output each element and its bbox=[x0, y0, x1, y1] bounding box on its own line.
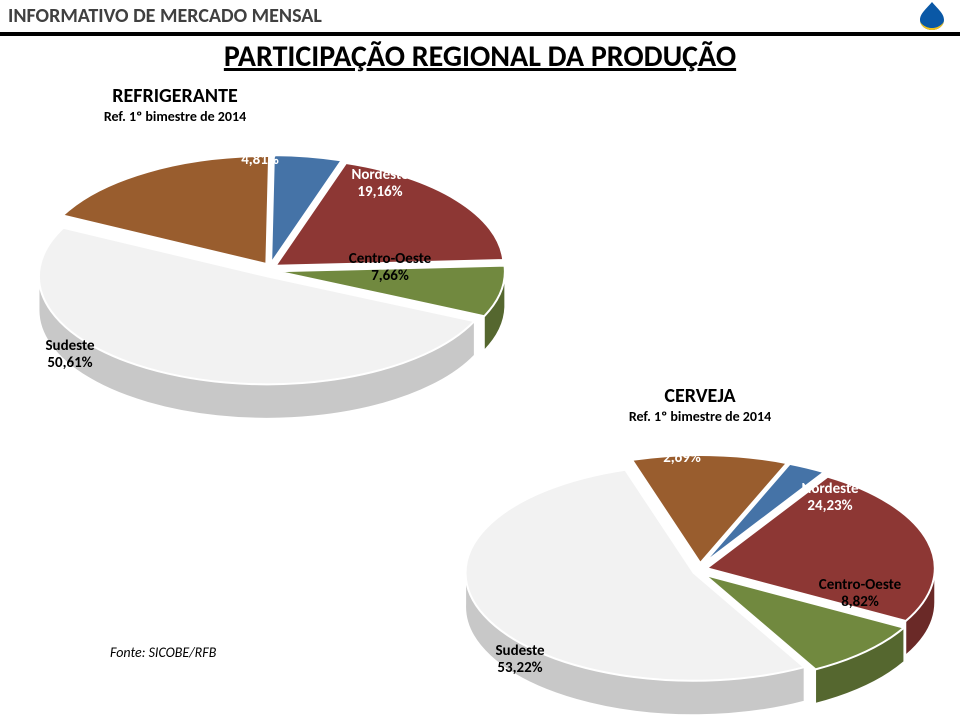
page: INFORMATIVO DE MERCADO MENSAL PARTICIPAÇ… bbox=[0, 0, 960, 721]
pie-slice-label-norte: Norte2,69% bbox=[663, 433, 701, 468]
pie-slice-label-nordeste: Nordeste19,16% bbox=[351, 167, 408, 202]
pie-slice-label-nordeste: Nordeste24,23% bbox=[801, 481, 858, 516]
pie-slice-label-sul: Sul11,04% bbox=[575, 437, 620, 472]
pie-slice-label-sudeste: Sudeste53,22% bbox=[495, 643, 544, 678]
pie-slice-label-sul: Sul17,77% bbox=[97, 141, 142, 176]
pie-slice-label-centro-oeste: Centro-Oeste7,66% bbox=[349, 251, 432, 286]
source-text: Fonte: SICOBE/RFB bbox=[110, 644, 216, 661]
pie-slice-label-sudeste: Sudeste50,61% bbox=[45, 338, 94, 373]
header-band: INFORMATIVO DE MERCADO MENSAL bbox=[0, 0, 960, 36]
logo-icon bbox=[912, 0, 952, 30]
page-title: PARTICIPAÇÃO REGIONAL DA PRODUÇÃO bbox=[0, 38, 960, 75]
chart-subtitle-refrigerante: Ref. 1º bimestre de 2014 bbox=[75, 108, 275, 125]
chart-title-refrigerante: REFRIGERANTE bbox=[75, 84, 275, 108]
chart-subtitle-cerveja: Ref. 1º bimestre de 2014 bbox=[580, 408, 820, 425]
chart-title-cerveja: CERVEJA bbox=[610, 384, 790, 408]
pie-slice-label-norte: Norte4,81% bbox=[241, 135, 279, 170]
header-separator bbox=[0, 32, 960, 36]
header-title: INFORMATIVO DE MERCADO MENSAL bbox=[0, 0, 960, 32]
pie-slice-label-centro-oeste: Centro-Oeste8,82% bbox=[819, 577, 902, 612]
